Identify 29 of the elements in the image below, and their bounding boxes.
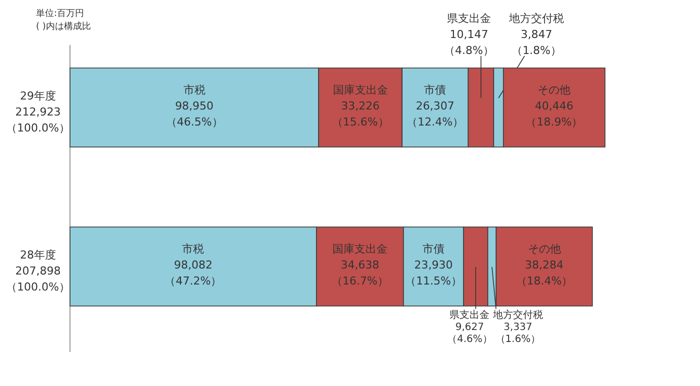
- text: 国庫支出金: [332, 242, 388, 256]
- data-label: 34,638 （16.7%）: [331, 258, 388, 288]
- y-tick-label: 28年度: [20, 248, 56, 262]
- text: 地方交付税: [509, 12, 564, 25]
- series-label: 国庫支出金: [332, 84, 388, 96]
- data-label: 40,446 （18.9%）: [526, 99, 583, 128]
- text: 市債: [422, 242, 445, 256]
- total-label: 212,923 （100.0%）: [6, 105, 70, 134]
- data-label: 9,627 （4.6%）: [446, 322, 492, 345]
- series-label: 地方交付税: [492, 309, 543, 321]
- series-label: 市税: [183, 84, 206, 96]
- series-label: 市債: [424, 84, 446, 96]
- data-label: 38,284 （18.4%）: [516, 258, 573, 288]
- data-label: 10,147 （4.8%）: [444, 28, 494, 57]
- text: 市税: [182, 242, 204, 256]
- total-label: 207,898 （100.0%）: [6, 264, 70, 294]
- y-tick-label: 29年度: [20, 90, 56, 102]
- text: 県支出金: [446, 12, 491, 25]
- text: その他: [528, 242, 561, 256]
- text: 単位:百万円 ( )内は構成比: [36, 8, 91, 32]
- data-label: 33,226 （15.6%）: [332, 99, 389, 128]
- series-label: その他: [538, 84, 571, 96]
- data-label: 3,847 （1.8%）: [512, 28, 562, 57]
- data-label: 98,082 （47.2%）: [164, 258, 222, 288]
- data-label: 3,337 （1.6%）: [495, 322, 541, 345]
- series-label: 県支出金: [450, 309, 490, 321]
- data-label: 98,950 （46.5%）: [166, 99, 223, 128]
- data-label: 23,930 （11.5%）: [405, 258, 462, 288]
- data-label: 26,307 （12.4%）: [406, 99, 464, 128]
